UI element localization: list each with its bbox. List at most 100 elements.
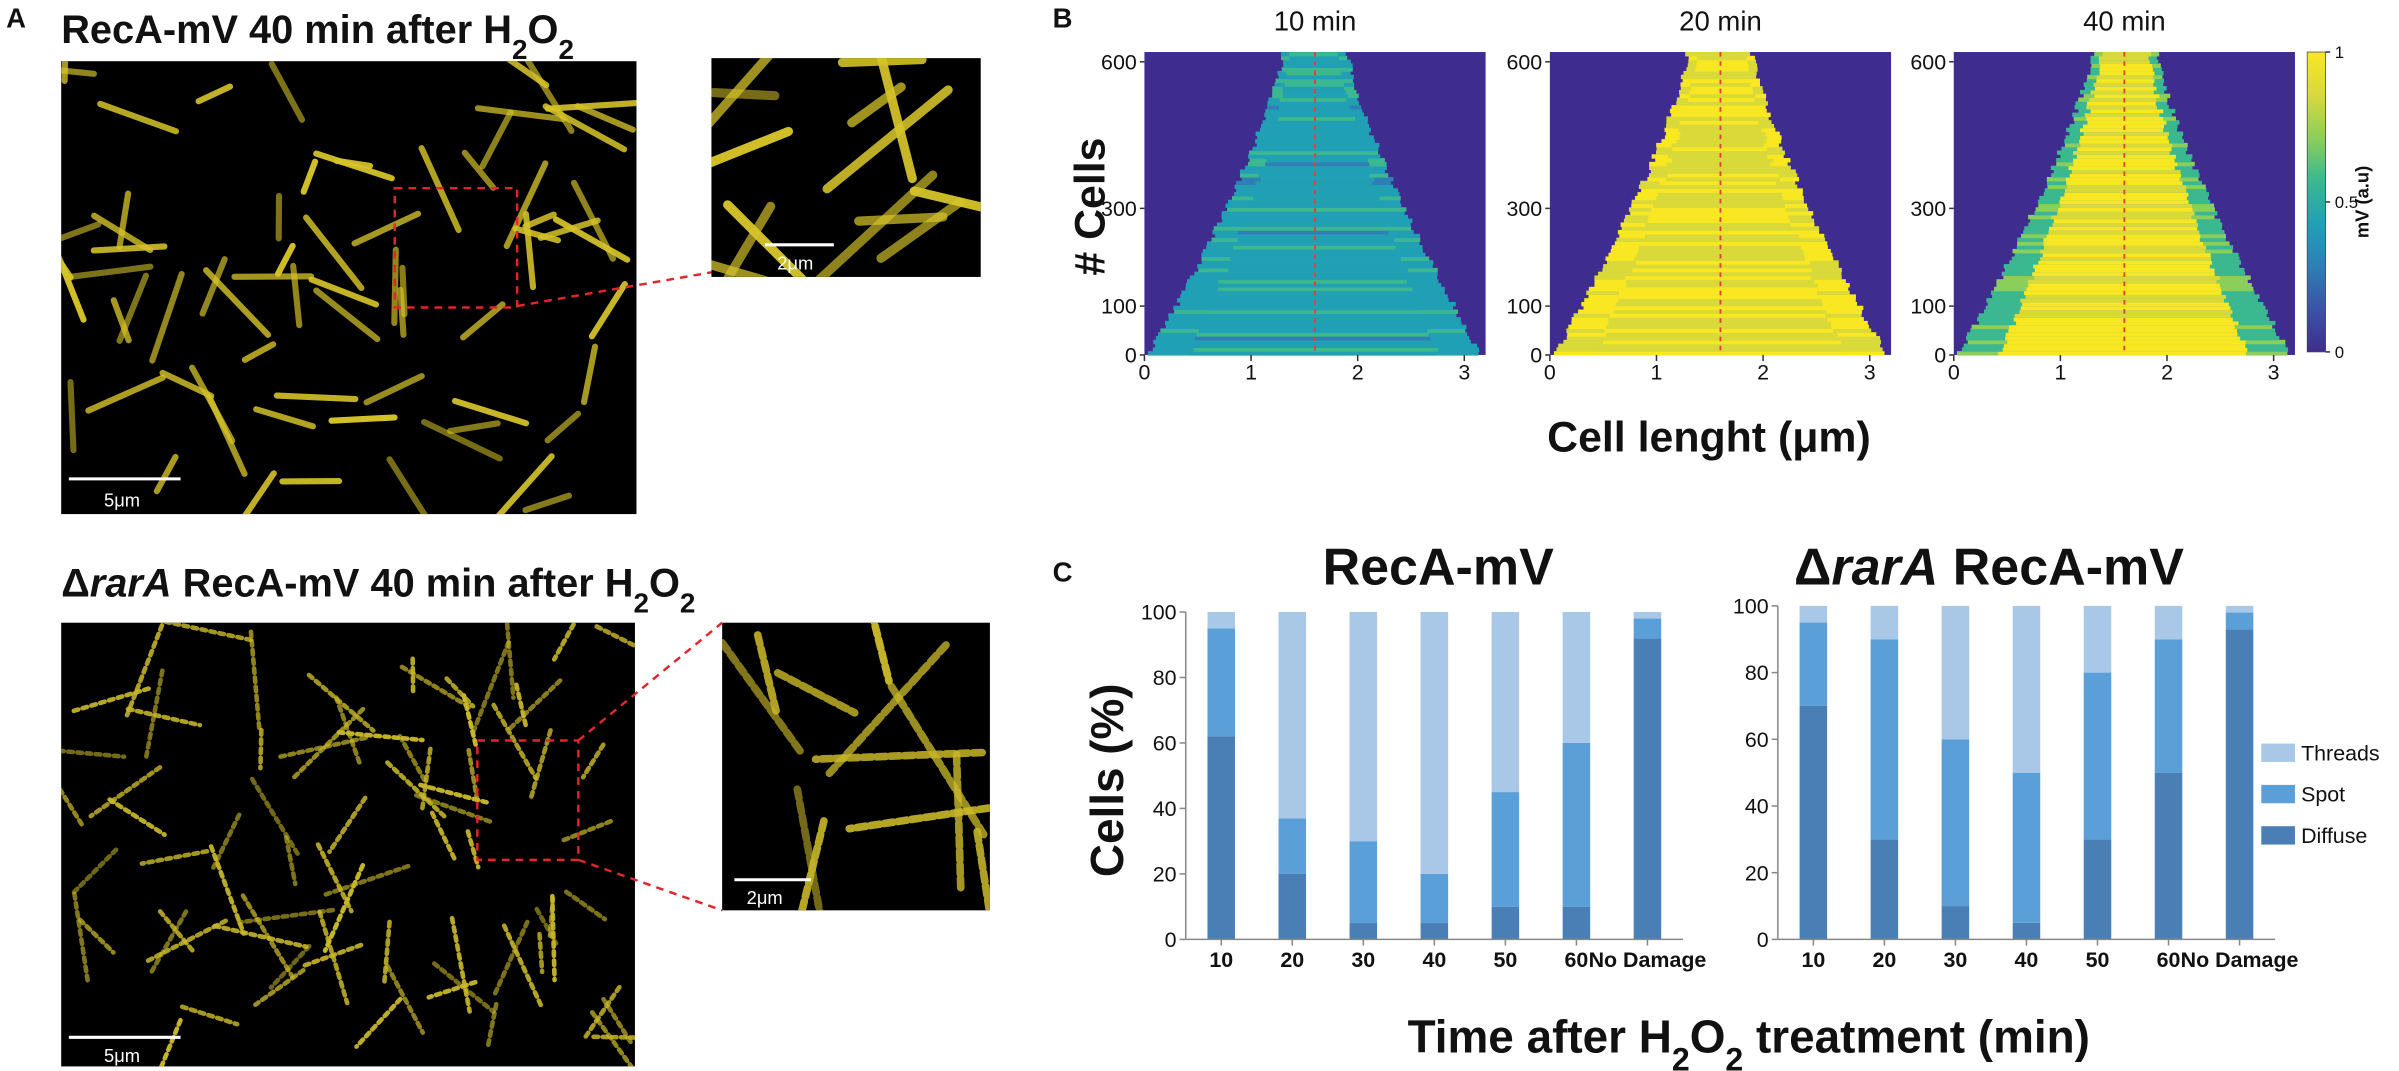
heatmap-row-core bbox=[1605, 324, 1832, 330]
bar-segment bbox=[1799, 705, 1828, 940]
heatmap-row-core bbox=[1266, 158, 1368, 163]
heatmap-row-core bbox=[1696, 59, 1748, 65]
cell-rod bbox=[837, 58, 927, 68]
cell-rod bbox=[429, 810, 458, 864]
cell-rod bbox=[449, 915, 472, 1014]
bar-segment bbox=[2012, 605, 2041, 773]
heatmap-row-core bbox=[1228, 267, 1408, 273]
heatmap-row-core bbox=[1626, 283, 1818, 288]
heatmap-row-core bbox=[1696, 55, 1747, 61]
cell-rod bbox=[322, 862, 366, 953]
cell-rod bbox=[253, 406, 316, 430]
heatmap-row-core bbox=[2042, 252, 2211, 258]
bar-segment bbox=[1633, 618, 1662, 639]
image-title: RecA-mV 40 min after H2O2 bbox=[61, 8, 574, 65]
text-segment: 2 bbox=[512, 33, 527, 64]
cell-rod bbox=[327, 795, 368, 855]
heatmap-row-core bbox=[1290, 67, 1344, 72]
heatmap-row-core bbox=[2064, 188, 2187, 193]
heatmap-row-core bbox=[1229, 256, 1401, 261]
heatmap-row-core bbox=[1268, 146, 1363, 152]
bar-segment bbox=[2012, 922, 2041, 940]
cell-rod bbox=[110, 297, 132, 344]
cell-rod bbox=[273, 392, 359, 403]
cell-rod bbox=[72, 891, 91, 984]
heatmap-row-core bbox=[1608, 317, 1828, 322]
heatmap-row-core bbox=[1240, 233, 1395, 239]
cell-rod bbox=[116, 190, 132, 250]
y-tick-label: 20 bbox=[1745, 861, 1769, 885]
micrograph bbox=[61, 61, 637, 515]
bar-segment bbox=[1420, 611, 1449, 874]
heatmap-row-core bbox=[1244, 214, 1385, 220]
x-tick-label: 3 bbox=[2268, 360, 2280, 384]
y-tick-label: 40 bbox=[1153, 797, 1177, 821]
heatmap-row-core bbox=[2095, 86, 2157, 91]
cell-rod bbox=[61, 221, 102, 242]
heatmap-row-core bbox=[1270, 139, 1360, 144]
heatmap-row-core bbox=[1658, 184, 1778, 189]
heatmap-row-core bbox=[1192, 339, 1432, 345]
bar-segment bbox=[2225, 605, 2254, 613]
cell-rod bbox=[179, 1004, 240, 1027]
bar-segment bbox=[1420, 923, 1449, 940]
cell-rod bbox=[451, 397, 530, 427]
bar-segment bbox=[1349, 611, 1378, 842]
cell-rod bbox=[470, 639, 511, 735]
heatmap-row-core bbox=[1668, 154, 1768, 159]
bar-segment bbox=[1349, 923, 1378, 940]
cell-rod bbox=[77, 917, 116, 955]
cell-rod bbox=[148, 909, 189, 976]
y-tick-label: 300 bbox=[1910, 197, 1946, 221]
legend-label: Diffuse bbox=[2301, 824, 2367, 848]
cell-rod bbox=[397, 733, 427, 783]
cell-rod bbox=[301, 942, 364, 968]
heatmap-row-core bbox=[2038, 260, 2212, 265]
heatmap-row-core bbox=[1265, 150, 1362, 155]
cell-rod bbox=[514, 682, 528, 728]
heatmap-row-core bbox=[1275, 120, 1355, 125]
heatmap-row-core bbox=[2069, 173, 2182, 178]
heatmap-row-core bbox=[1265, 161, 1370, 167]
cell-rod bbox=[391, 246, 399, 327]
cell-rod bbox=[354, 996, 403, 1049]
heatmap-row-core bbox=[1644, 222, 1791, 227]
heatmap-row-core bbox=[1666, 161, 1771, 167]
cell-rod bbox=[594, 624, 635, 649]
heatmap-row-core bbox=[1625, 275, 1811, 280]
heatmap-row-core bbox=[1241, 222, 1387, 227]
heatmap-row-core bbox=[1269, 131, 1356, 136]
text-segment: 2 bbox=[633, 587, 648, 618]
cell-rod bbox=[248, 629, 262, 731]
heatmap-row-core bbox=[2102, 52, 2152, 57]
bar-segment bbox=[1278, 818, 1307, 874]
heatmap-row-core bbox=[1189, 351, 1438, 356]
colorbar bbox=[2306, 51, 2326, 353]
heatmap-row-core bbox=[1690, 74, 1747, 80]
x-axis-label: Time after H2O2 treatment (min) bbox=[1408, 1011, 2090, 1071]
y-tick-label: 0 bbox=[1125, 344, 1137, 368]
cell-rod bbox=[236, 907, 336, 925]
heatmap-row-core bbox=[2023, 290, 2222, 295]
heatmap-row-core bbox=[1262, 165, 1370, 171]
text-segment: 2 bbox=[558, 33, 573, 64]
cell-rod bbox=[815, 170, 938, 277]
cell-rod bbox=[199, 256, 228, 317]
cell-rod bbox=[876, 58, 917, 184]
cell-rod bbox=[382, 919, 392, 985]
text-segment: RecA-mV 40 min after H bbox=[61, 8, 512, 52]
y-tick-label: 40 bbox=[1745, 795, 1769, 819]
y-tick-label: 80 bbox=[1745, 661, 1769, 685]
heatmap-row-core bbox=[1679, 135, 1768, 140]
bar-segment bbox=[2083, 839, 2112, 940]
cell-rod bbox=[61, 67, 97, 77]
heatmap-row-core bbox=[1615, 301, 1823, 307]
heatmap-row-core bbox=[2057, 211, 2195, 216]
heatmap-row-core bbox=[2005, 336, 2241, 341]
heatmap-row-core bbox=[1256, 188, 1378, 193]
heatmap-row-core bbox=[1284, 82, 1345, 87]
cell-rod bbox=[426, 979, 478, 1000]
x-tick-label: 0 bbox=[1544, 360, 1556, 384]
heatmap-row-core bbox=[1683, 112, 1759, 118]
cell-rod bbox=[351, 210, 422, 247]
